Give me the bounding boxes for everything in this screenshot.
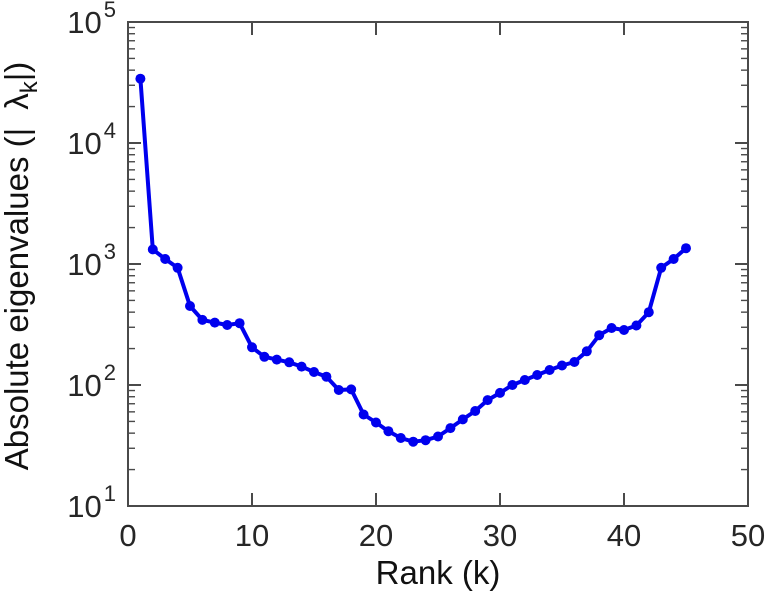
data-point-marker <box>681 243 691 254</box>
data-point-marker <box>209 317 220 328</box>
data-point-marker <box>222 320 233 330</box>
data-point-marker <box>309 367 319 377</box>
x-tick-label: 10 <box>235 518 269 553</box>
data-point-marker <box>519 375 530 385</box>
data-point-marker <box>482 395 493 406</box>
data-point-marker <box>445 423 456 434</box>
data-point-marker <box>321 371 332 382</box>
data-point-marker <box>197 314 208 325</box>
data-point-marker <box>147 244 158 255</box>
data-point-marker <box>594 330 605 341</box>
data-point-marker <box>470 406 481 416</box>
data-point-marker <box>296 361 307 372</box>
data-point-marker <box>544 365 555 375</box>
x-tick-label: 20 <box>359 518 393 553</box>
y-tick-label: 104 <box>67 118 116 161</box>
x-tick-label: 30 <box>483 518 517 553</box>
data-point-marker <box>631 320 642 331</box>
data-point-marker <box>420 435 431 446</box>
x-tick-label: 50 <box>731 518 765 553</box>
data-point-marker <box>606 323 617 333</box>
data-point-marker <box>408 436 419 447</box>
data-point-marker <box>271 354 282 365</box>
data-point-marker <box>433 431 443 442</box>
series-line <box>138 76 688 444</box>
y-tick-label: 103 <box>67 239 116 282</box>
data-point-marker <box>383 426 394 437</box>
x-tick-label: 40 <box>607 518 641 553</box>
data-point-marker <box>495 387 505 398</box>
data-point-marker <box>172 262 183 273</box>
axis-labels: 0 10 20 30 40 50 101 102 103 104 105 Rank (k) Absolu… <box>0 0 765 591</box>
data-point-marker <box>668 254 679 264</box>
data-point-marker <box>160 254 171 264</box>
data-point-marker <box>395 433 406 443</box>
data-point-marker <box>557 360 567 371</box>
data-point-marker <box>656 262 667 273</box>
y-tick-label: 102 <box>67 360 116 403</box>
data-point-marker <box>247 342 257 353</box>
y-tick-label: 101 <box>67 481 116 524</box>
data-point-marker <box>346 384 357 395</box>
x-axis-label: Rank (k) <box>376 554 501 591</box>
eigenvalue-series <box>135 73 691 447</box>
data-point-marker <box>259 351 270 362</box>
data-point-marker <box>581 346 592 357</box>
data-point-marker <box>569 357 580 367</box>
data-point-marker <box>619 325 629 335</box>
axes <box>127 21 749 507</box>
x-tick-label: 0 <box>119 518 136 553</box>
data-point-marker <box>135 73 146 84</box>
data-point-marker <box>185 301 195 311</box>
y-tick-label: 105 <box>67 0 116 40</box>
data-point-marker <box>333 385 344 395</box>
data-point-marker <box>457 414 468 425</box>
data-point-marker <box>507 380 518 390</box>
data-point-marker <box>532 370 543 380</box>
y-axis-label: Absolute eigenvalues (|λk|) <box>0 62 43 471</box>
data-point-marker <box>358 409 369 420</box>
data-point-marker <box>643 307 654 318</box>
data-point-marker <box>284 357 295 368</box>
data-point-marker <box>234 318 245 329</box>
data-point-marker <box>371 417 381 428</box>
